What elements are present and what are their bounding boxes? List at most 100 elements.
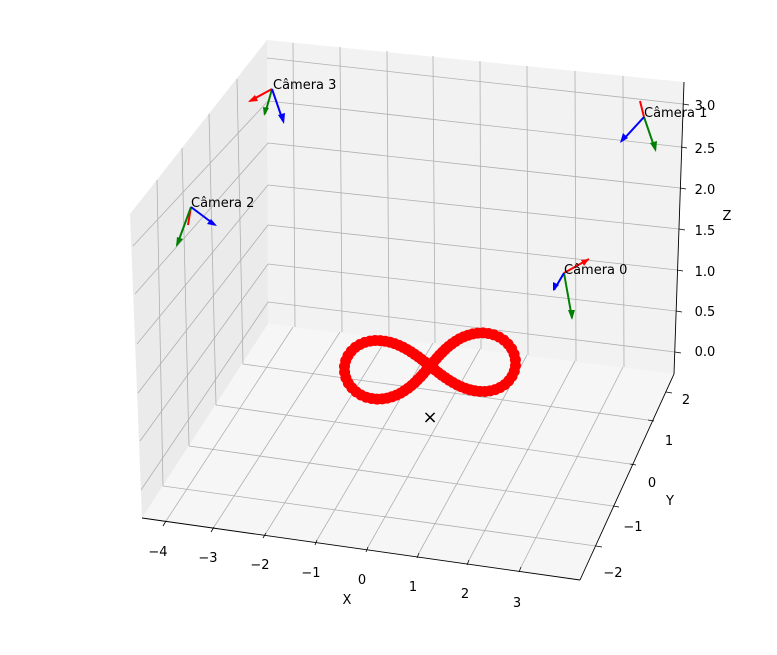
camera-3-label: Câmera 3 bbox=[273, 78, 336, 93]
x-tick-label: 1 bbox=[409, 580, 417, 595]
gridline bbox=[267, 224, 678, 271]
z-axis-label: Z bbox=[723, 209, 732, 224]
gridline bbox=[165, 326, 294, 522]
y-tick-label: −2 bbox=[603, 566, 622, 581]
z-tick-label: 0.5 bbox=[695, 305, 716, 320]
gridline bbox=[520, 366, 624, 568]
camera-1 bbox=[620, 100, 657, 152]
y-tick-label: 0 bbox=[648, 476, 656, 491]
x-tick-label: −3 bbox=[198, 551, 217, 566]
y-axis-line bbox=[579, 373, 675, 581]
gridline bbox=[236, 78, 244, 365]
y-tick-mark bbox=[612, 505, 620, 508]
gridline bbox=[267, 184, 680, 230]
trajectory-figure-eight bbox=[339, 327, 521, 405]
y-tick-label: 1 bbox=[665, 434, 673, 449]
x-tick-mark bbox=[262, 532, 267, 539]
center-marker: × bbox=[422, 407, 437, 428]
gridlines bbox=[132, 42, 684, 568]
z-tick-label: 2.5 bbox=[695, 142, 716, 157]
z-tick-mark bbox=[680, 146, 688, 149]
x-tick-label: 0 bbox=[358, 573, 366, 588]
gridline bbox=[140, 301, 269, 491]
x-tick-mark bbox=[466, 559, 470, 566]
gridline bbox=[137, 224, 269, 394]
z-tick-label: 0.0 bbox=[695, 345, 716, 360]
x-tick-mark bbox=[365, 546, 369, 553]
camera-1-x-arrow bbox=[639, 100, 645, 118]
arrowhead bbox=[620, 133, 628, 143]
gridline bbox=[215, 404, 631, 465]
z-tick-mark bbox=[674, 351, 682, 354]
gridline bbox=[468, 360, 576, 561]
x-axis-line bbox=[141, 517, 581, 581]
z-tick-mark bbox=[682, 103, 690, 106]
gridline bbox=[267, 142, 681, 189]
y-tick-mark bbox=[595, 545, 603, 548]
gridline bbox=[213, 331, 341, 528]
z-axis-line bbox=[673, 81, 685, 375]
gridline bbox=[267, 100, 682, 148]
gridline bbox=[574, 70, 577, 362]
x-tick-mark bbox=[518, 566, 522, 573]
arrowhead bbox=[581, 259, 589, 266]
gridline bbox=[265, 337, 388, 534]
gridline bbox=[132, 100, 269, 247]
camera-2-label: Câmera 2 bbox=[191, 196, 254, 211]
x-tick-label: 2 bbox=[461, 587, 469, 602]
gridline bbox=[139, 263, 269, 442]
gridline bbox=[134, 142, 269, 295]
gridline bbox=[188, 445, 614, 507]
z-tick-mark bbox=[675, 310, 683, 313]
camera-0 bbox=[553, 258, 590, 320]
arrowhead bbox=[207, 219, 217, 226]
gridline bbox=[266, 57, 684, 105]
arrowhead bbox=[553, 282, 559, 291]
y-axis-label: Y bbox=[665, 494, 674, 509]
side-pane-yz bbox=[130, 40, 268, 518]
x-tick-label: 3 bbox=[513, 596, 521, 611]
z-tick-label: 2.0 bbox=[695, 183, 716, 198]
gridline bbox=[242, 363, 649, 421]
z-tick-mark bbox=[679, 187, 687, 190]
gridline bbox=[622, 75, 625, 368]
z-tick-label: 1.0 bbox=[695, 265, 716, 280]
x-tick-label: −4 bbox=[148, 545, 167, 560]
arrowhead bbox=[278, 113, 285, 124]
x-tick-mark bbox=[210, 526, 215, 533]
z-tick-mark bbox=[676, 269, 684, 272]
gridline bbox=[208, 113, 217, 406]
y-tick-mark bbox=[647, 419, 655, 422]
x-tick-mark bbox=[314, 539, 318, 546]
gridline bbox=[526, 65, 529, 356]
camera-1-label: Câmera 1 bbox=[644, 106, 707, 121]
x-axis-label: X bbox=[343, 593, 352, 608]
y-tick-mark bbox=[665, 391, 673, 394]
x-tick-label: −1 bbox=[301, 566, 320, 581]
gridline bbox=[479, 60, 482, 350]
gridline bbox=[156, 179, 164, 487]
camera-0-label: Câmera 0 bbox=[564, 263, 627, 278]
z-tick-label: 1.5 bbox=[695, 224, 716, 239]
arrowhead bbox=[568, 310, 575, 320]
gridline bbox=[432, 55, 436, 344]
gridline bbox=[386, 50, 390, 339]
floor-pane-xy bbox=[142, 324, 674, 580]
x-tick-mark bbox=[162, 520, 167, 527]
arrowhead bbox=[263, 107, 269, 116]
z-tick-label: 3.0 bbox=[695, 99, 716, 114]
z-ticks bbox=[674, 103, 690, 354]
arrowhead bbox=[650, 141, 657, 152]
arrowhead bbox=[248, 95, 258, 102]
gridline bbox=[267, 301, 676, 353]
z-tick-mark bbox=[678, 228, 686, 231]
y-ticks bbox=[595, 391, 673, 548]
arrowhead bbox=[176, 237, 183, 247]
y-tick-label: 2 bbox=[682, 393, 690, 408]
gridline bbox=[292, 42, 296, 328]
gridline bbox=[181, 147, 190, 447]
y-tick-mark bbox=[629, 463, 637, 466]
trajectory-point bbox=[508, 348, 520, 360]
